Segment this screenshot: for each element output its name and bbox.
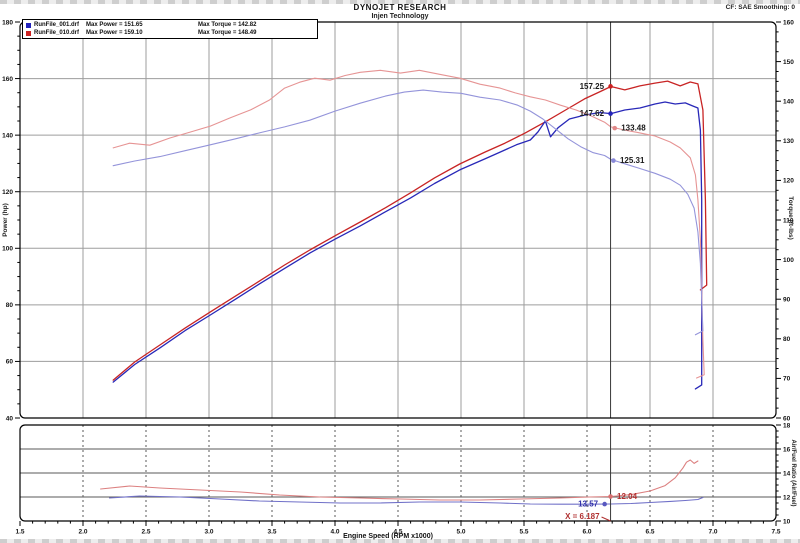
- torque-tick-label: 160: [783, 19, 794, 26]
- page-title: DYNOJET RESEARCH: [353, 3, 447, 12]
- rpm-tick-label: 5.5: [519, 529, 528, 536]
- rpm-axis-title: Engine Speed (RPM x1000): [343, 533, 433, 540]
- cursor-marker-147.62: [608, 111, 613, 116]
- torque-axis: [776, 21, 781, 419]
- rpm-tick-label: 3.5: [267, 529, 276, 536]
- rpm-tick-label: 2.5: [141, 529, 150, 536]
- torque-tick-label: 70: [783, 376, 791, 383]
- power-tick-label: 80: [6, 302, 14, 309]
- callout-147.62: 147.62: [580, 109, 605, 118]
- torque-tick-label: 130: [783, 138, 794, 145]
- cursor-marker-13.57: [602, 501, 607, 507]
- power-axis-title: Power (hp): [2, 203, 9, 237]
- power-tick-label: 60: [6, 359, 14, 366]
- bottom-border-strip: [0, 539, 800, 543]
- afr-tick-label: 10: [783, 518, 791, 525]
- run010-power-curve: [112, 80, 708, 381]
- torque-tick-label: 60: [783, 415, 791, 422]
- correction-smoothing-info: CF: SAE Smoothing: 0: [725, 4, 795, 11]
- legend-row-run010: RunFile_010.drf Max Power = 159.10 Max T…: [26, 29, 314, 37]
- power-tick-label: 180: [2, 19, 13, 26]
- torque-tick-label: 140: [783, 99, 794, 106]
- callout-125.31: 125.31: [620, 156, 645, 165]
- run010-color-swatch: [26, 30, 31, 36]
- run010-afr-curve: [100, 459, 699, 501]
- afr-tick-label: 18: [783, 422, 791, 429]
- power-tick-label: 120: [2, 189, 13, 196]
- power-tick-label: 140: [2, 132, 13, 139]
- run010-max-torque: Max Torque = 148.49: [198, 30, 257, 36]
- top-border-strip: [0, 0, 800, 4]
- torque-tick-label: 80: [783, 336, 791, 343]
- power-tick-label: 100: [2, 246, 13, 253]
- callout-133.48: 133.48: [621, 124, 646, 133]
- rpm-tick-label: 1.5: [15, 529, 24, 536]
- run010-max-power: Max Power = 159.10: [86, 30, 143, 36]
- run001-torque-curve: [112, 89, 704, 336]
- afr-axis: [776, 424, 781, 522]
- callout-13.57: 13.57: [578, 500, 599, 509]
- torque-tick-label: 110: [783, 217, 794, 224]
- afr-axis-title: Air/Fuel Ratio (Air/Fuel): [790, 439, 796, 507]
- cursor-x-label: X = 6.187: [565, 512, 600, 521]
- afr-tick-label: 14: [783, 470, 791, 477]
- callout-157.25: 157.25: [580, 82, 605, 91]
- rpm-tick-label: 7.0: [708, 529, 717, 536]
- afr-tick-label: 12: [783, 494, 791, 501]
- rpm-tick-label: 6.0: [582, 529, 591, 536]
- rpm-tick-label: 6.5: [645, 529, 654, 536]
- torque-axis-title: Torque (ft-lbs): [787, 196, 794, 240]
- rpm-tick-label: 3.0: [204, 529, 213, 536]
- rpm-axis: [19, 521, 777, 526]
- run001-color-swatch: [26, 22, 31, 28]
- run001-filename: RunFile_001.drf: [34, 22, 80, 28]
- power-tick-label: 160: [2, 76, 13, 83]
- cursor-pointer-line: [601, 516, 611, 522]
- rpm-tick-label: 5.0: [456, 529, 465, 536]
- callout-12.04: 12.04: [617, 492, 638, 501]
- run001-max-power: Max Power = 151.65: [86, 22, 143, 28]
- run010-torque-curve: [112, 69, 705, 379]
- run001-max-torque: Max Torque = 142.82: [198, 22, 257, 28]
- run010-filename: RunFile_010.drf: [34, 30, 80, 36]
- cursor-marker-133.48: [612, 125, 618, 131]
- rpm-tick-label: 4.0: [330, 529, 339, 536]
- legend-row-run001: RunFile_001.drf Max Power = 151.65 Max T…: [26, 21, 314, 29]
- rpm-tick-label: 2.0: [78, 529, 87, 536]
- power-axis: [15, 21, 20, 419]
- cursor-marker-12.04: [608, 494, 613, 499]
- rpm-tick-label: 4.5: [393, 529, 402, 536]
- afr-tick-label: 16: [783, 446, 791, 453]
- afr-gridlines: [20, 425, 776, 521]
- cursor-marker-157.25: [608, 84, 613, 89]
- page-subtitle: Injen Technology: [371, 13, 429, 20]
- cursor-marker-125.31: [611, 158, 616, 163]
- torque-tick-label: 90: [783, 297, 791, 304]
- torque-tick-label: 120: [783, 178, 794, 185]
- run001-power-curve: [112, 101, 703, 390]
- run-legend: RunFile_001.drf Max Power = 151.65 Max T…: [22, 19, 318, 39]
- torque-tick-label: 100: [783, 257, 794, 264]
- power-tick-label: 40: [6, 415, 14, 422]
- run001-afr-curve: [108, 495, 704, 505]
- torque-tick-label: 150: [783, 59, 794, 66]
- rpm-tick-label: 7.5: [771, 529, 780, 536]
